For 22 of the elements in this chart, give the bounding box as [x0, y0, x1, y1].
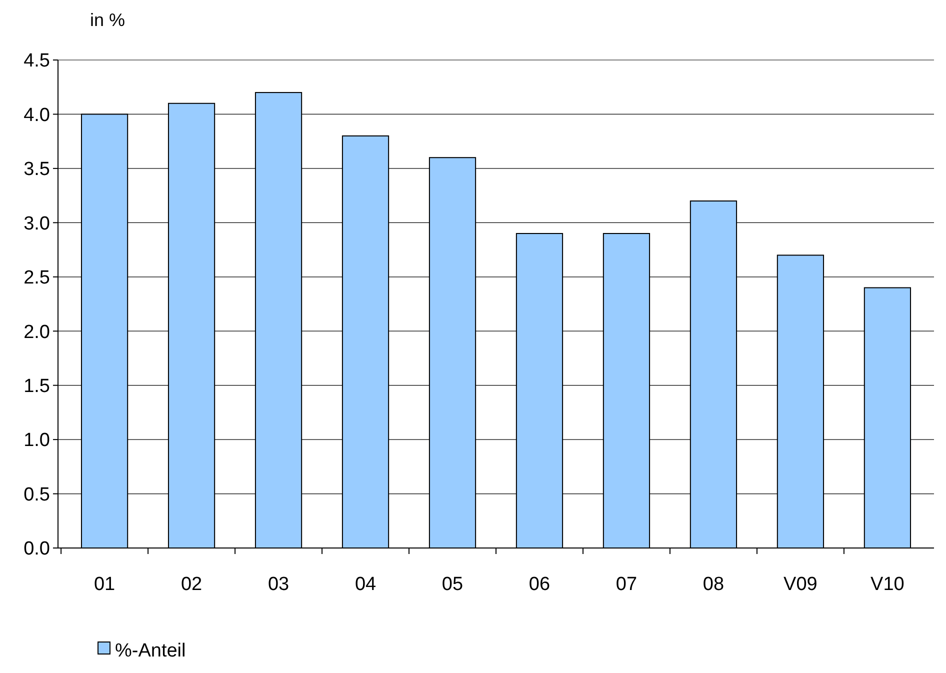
x-tick-label: V09 [784, 574, 818, 595]
x-tick-label: 06 [528, 574, 550, 595]
x-tick-label: 01 [94, 574, 116, 595]
x-tick-label: 07 [616, 574, 638, 595]
y-tick-label: 4.5 [24, 50, 50, 72]
y-tick-label: 2.5 [24, 268, 50, 289]
y-tick-label: 1.5 [24, 376, 50, 397]
x-tick-label: V10 [870, 574, 904, 595]
y-tick-label: 3.0 [24, 213, 50, 234]
legend-label: %-Anteil [115, 640, 186, 662]
y-tick-label: 0.0 [24, 538, 50, 560]
y-tick-label: 0.5 [24, 484, 50, 506]
y-tick-label: 4.0 [24, 104, 50, 126]
x-tick-label: 04 [354, 574, 377, 595]
x-tick-label: 05 [442, 574, 464, 595]
y-tick-label: 3.5 [24, 159, 50, 180]
y-tick-label: 2.0 [24, 322, 50, 343]
y-tick-label: 1.0 [24, 430, 50, 452]
x-tick-label: 08 [702, 574, 724, 595]
x-tick-label: 02 [180, 574, 202, 595]
x-tick-label: 03 [268, 574, 290, 595]
y-axis-title: in % [90, 10, 126, 30]
